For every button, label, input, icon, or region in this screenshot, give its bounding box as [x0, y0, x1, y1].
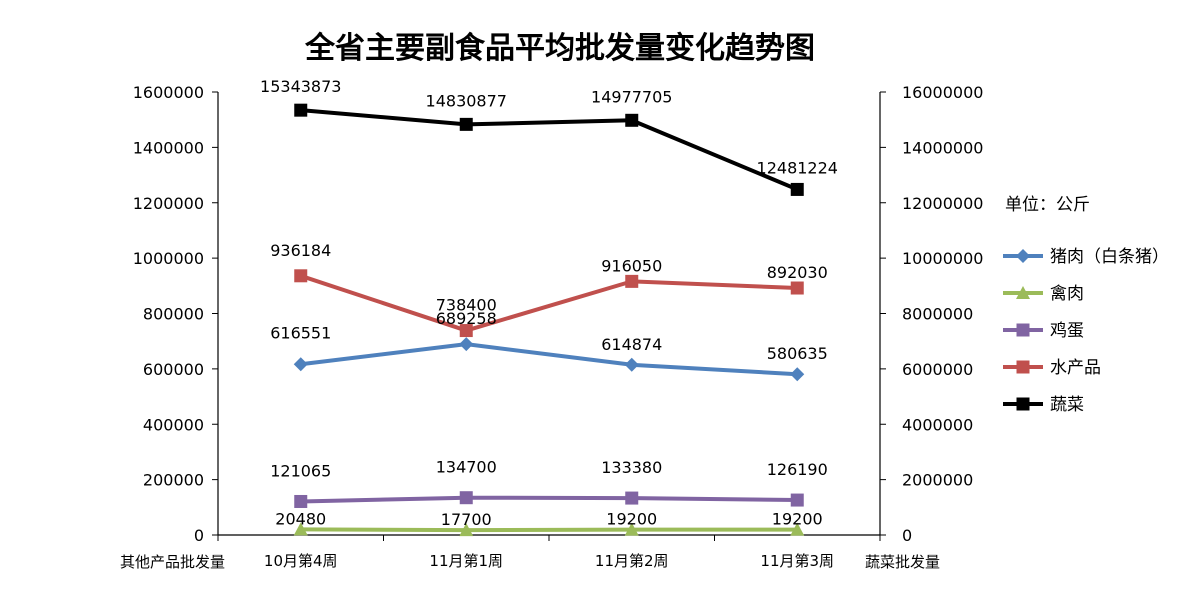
data-label: 916050	[601, 256, 662, 275]
data-point-marker	[624, 357, 639, 372]
left-axis-title: 其他产品批发量	[120, 553, 225, 571]
series-0	[293, 337, 805, 382]
left-tick-label: 0	[194, 526, 204, 545]
legend-label: 水产品	[1050, 358, 1101, 378]
x-tick-label: 11月第1周	[429, 552, 503, 570]
data-label: 616551	[270, 323, 331, 342]
series-group	[293, 103, 805, 537]
data-label: 12481224	[757, 158, 838, 177]
series-line	[300, 273, 798, 333]
data-point-marker	[294, 103, 308, 117]
chart-title: 全省主要副食品平均批发量变化趋势图	[304, 31, 815, 66]
data-point-marker	[459, 337, 474, 352]
data-label: 17700	[441, 510, 492, 529]
data-label: 892030	[767, 263, 828, 282]
x-tick-label: 11月第2周	[595, 552, 669, 570]
data-point-marker	[625, 274, 639, 288]
data-label: 134700	[436, 458, 497, 477]
series-line	[300, 108, 799, 192]
left-tick-label: 1400000	[133, 138, 204, 157]
legend-label: 猪肉（白条猪）	[1050, 247, 1169, 267]
left-tick-label: 400000	[143, 415, 204, 434]
x-tick-label: 11月第3周	[760, 552, 834, 570]
left-tick-label: 800000	[143, 305, 204, 324]
right-tick-label: 2000000	[902, 471, 973, 490]
data-point-marker	[293, 357, 308, 372]
data-point-marker	[790, 182, 804, 196]
data-label: 20480	[275, 509, 326, 528]
data-point-marker	[790, 522, 805, 536]
data-point-marker	[293, 522, 308, 536]
data-label: 126190	[767, 460, 828, 479]
legend-marker	[1016, 286, 1030, 299]
data-label: 738400	[436, 296, 497, 315]
legend-marker	[1016, 323, 1030, 337]
legend-label: 禽肉	[1050, 284, 1084, 304]
legend-marker	[1016, 397, 1030, 411]
right-tick-label: 14000000	[902, 138, 983, 157]
series-line	[300, 342, 798, 377]
data-point-marker	[294, 269, 308, 283]
legend-marker	[1016, 360, 1030, 374]
data-point-marker	[459, 491, 473, 505]
legend-label: 蔬菜	[1050, 395, 1084, 415]
left-tick-label: 1000000	[133, 249, 204, 268]
series-4	[294, 103, 804, 196]
data-point-marker	[294, 494, 308, 508]
data-label: 15343873	[260, 77, 341, 96]
right-tick-label: 10000000	[902, 249, 983, 268]
right-tick-label: 16000000	[902, 83, 983, 102]
data-point-marker	[624, 522, 639, 536]
data-label: 14977705	[591, 87, 672, 106]
legend-label: 鸡蛋	[1050, 321, 1084, 341]
right-tick-label: 6000000	[902, 360, 973, 379]
data-label: 19200	[606, 510, 657, 529]
data-label: 936184	[270, 241, 331, 260]
data-point-marker	[790, 367, 805, 382]
data-point-marker	[459, 523, 474, 537]
x-tick-label: 10月第4周	[264, 552, 338, 570]
series-1	[293, 522, 805, 537]
left-tick-label: 200000	[143, 471, 204, 490]
data-label: 121065	[270, 461, 331, 480]
right-tick-label: 0	[902, 526, 912, 545]
data-label: 19200	[772, 510, 823, 529]
data-label: 689258	[436, 309, 497, 328]
data-point-marker	[790, 281, 804, 295]
data-label: 580635	[767, 344, 828, 363]
series-line	[300, 495, 798, 504]
data-label: 133380	[601, 458, 662, 477]
left-tick-label: 1200000	[133, 194, 204, 213]
left-tick-label: 1600000	[133, 83, 204, 102]
legend-marker	[1016, 249, 1030, 263]
data-labels: 616551 689258 614874 580635 20480 17700 19200 1…	[260, 77, 838, 529]
series-line	[300, 527, 798, 533]
data-point-marker	[625, 113, 639, 127]
data-point-marker	[459, 117, 473, 131]
data-label: 14830877	[426, 91, 507, 110]
data-point-marker	[790, 493, 804, 507]
data-point-marker	[459, 324, 473, 338]
data-label: 614874	[601, 335, 662, 354]
series-2	[294, 491, 804, 508]
right-tick-label: 8000000	[902, 305, 973, 324]
ticks: 0 200000 400000 600000 800000 1000000 1200000 1…	[133, 83, 984, 570]
data-point-marker	[625, 491, 639, 505]
right-axis-title: 蔬菜批发量	[865, 553, 940, 571]
left-tick-label: 600000	[143, 360, 204, 379]
unit-label: 单位：公斤	[1005, 195, 1090, 215]
right-tick-label: 12000000	[902, 194, 983, 213]
right-tick-label: 4000000	[902, 415, 973, 434]
series-3	[294, 269, 804, 338]
